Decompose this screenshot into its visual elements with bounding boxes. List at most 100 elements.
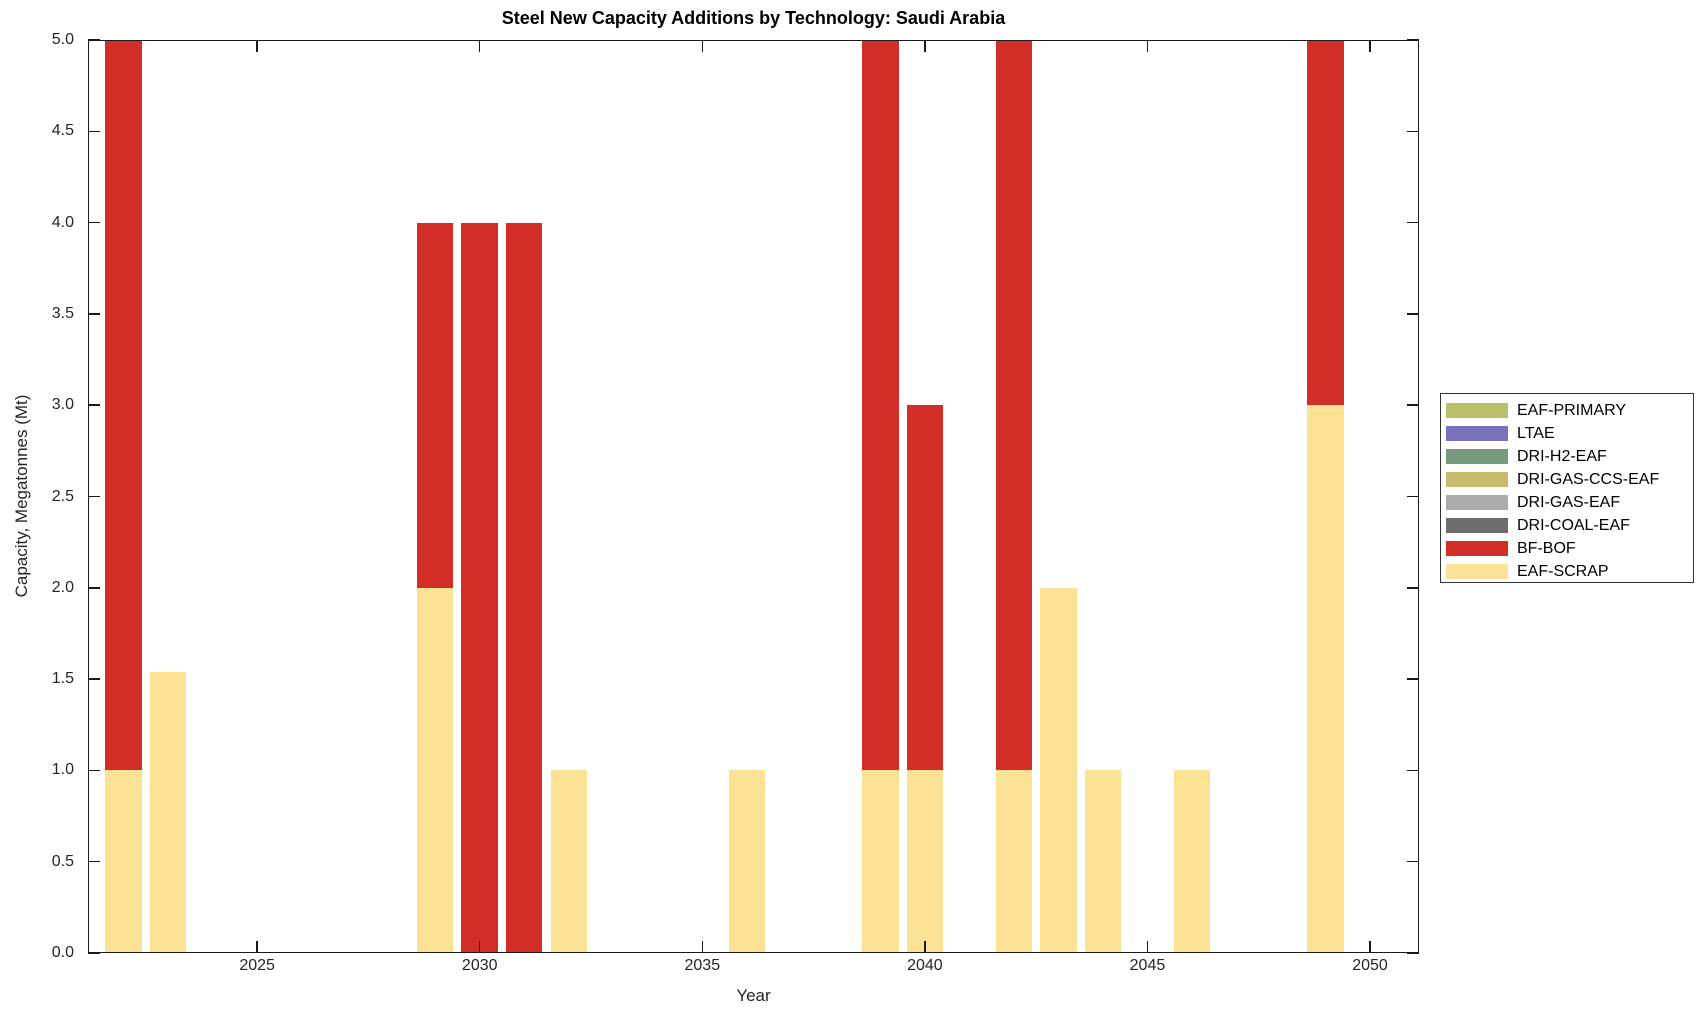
- legend-item-bf-bof: BF-BOF: [1446, 537, 1693, 560]
- legend-item-dri-gas-eaf: DRI-GAS-EAF: [1446, 491, 1693, 514]
- legend-label-bf-bof: BF-BOF: [1517, 539, 1576, 557]
- y-tick-label-4.5: 4.5: [51, 122, 74, 140]
- legend-label-eaf-primary: EAF-PRIMARY: [1517, 401, 1627, 419]
- legend-swatch-dri-gas-eaf: [1446, 495, 1508, 510]
- x-tick-label-2045: 2045: [1129, 957, 1166, 974]
- x-tick-bottom-2030: [478, 941, 481, 953]
- bar-segment-eaf-scrap-2043: [1040, 587, 1077, 953]
- y-tick-label-2.5: 2.5: [51, 487, 74, 505]
- bar-segment-bf-bof-2030: [461, 222, 498, 953]
- x-tick-top-2040: [924, 40, 926, 52]
- y-tick-label-2.0: 2.0: [51, 578, 74, 596]
- bar-segment-eaf-scrap-2040: [906, 770, 944, 953]
- legend-label-eaf-scrap: EAF-SCRAP: [1517, 562, 1609, 580]
- y-tick-left-2.0: [88, 587, 100, 589]
- bar-segment-bf-bof-2029: [416, 222, 454, 588]
- x-tick-bottom-2045: [1146, 941, 1149, 953]
- y-tick-right-1.5: [1407, 678, 1419, 680]
- y-tick-label-1.0: 1.0: [51, 761, 74, 779]
- y-tick-label-4.0: 4.0: [51, 213, 74, 231]
- legend-label-dri-gas-ccs-eaf: DRI-GAS-CCS-EAF: [1517, 470, 1660, 488]
- x-tick-bottom-2025: [256, 941, 258, 953]
- y-tick-right-2.0: [1407, 587, 1419, 589]
- legend-swatch-bf-bof: [1446, 541, 1508, 556]
- y-tick-right-4.5: [1407, 130, 1419, 133]
- x-tick-top-2025: [256, 40, 258, 52]
- y-tick-right-2.5: [1407, 495, 1419, 498]
- bar-segment-eaf-scrap-2042: [995, 770, 1033, 953]
- y-tick-label-1.5: 1.5: [51, 670, 74, 688]
- bar-segment-eaf-scrap-2032: [550, 770, 587, 953]
- legend-label-dri-gas-eaf: DRI-GAS-EAF: [1517, 493, 1621, 511]
- y-tick-label-3.5: 3.5: [51, 304, 74, 322]
- legend-item-dri-h2-eaf: DRI-H2-EAF: [1446, 445, 1693, 468]
- x-tick-label-2050: 2050: [1352, 957, 1388, 974]
- x-tick-label-2030: 2030: [461, 957, 498, 974]
- y-tick-right-5.0: [1407, 39, 1419, 41]
- y-tick-label-0.5: 0.5: [51, 852, 74, 870]
- legend-label-dri-coal-eaf: DRI-COAL-EAF: [1517, 516, 1630, 534]
- y-tick-left-0.0: [88, 952, 100, 954]
- chart-title: Steel New Capacity Additions by Technolo…: [501, 8, 1006, 28]
- y-tick-left-1.5: [88, 678, 100, 680]
- bar-segment-eaf-scrap-2044: [1084, 770, 1122, 953]
- x-tick-top-2030: [478, 40, 481, 52]
- x-tick-top-2050: [1369, 40, 1371, 52]
- bar-segment-eaf-scrap-2039: [862, 770, 899, 953]
- x-axis-label: Year: [736, 986, 771, 1005]
- y-tick-left-1.0: [88, 769, 100, 772]
- legend: EAF-PRIMARY LTAE DRI-H2-EAF DRI-GAS-CCS-EAF…: [1440, 393, 1694, 583]
- x-tick-bottom-2050: [1369, 941, 1371, 953]
- legend-item-eaf-primary: EAF-PRIMARY: [1446, 399, 1693, 422]
- legend-swatch-eaf-scrap: [1446, 564, 1508, 579]
- y-tick-label-5.0: 5.0: [51, 31, 74, 48]
- legend-swatch-dri-h2-eaf: [1446, 449, 1508, 464]
- legend-swatch-ltae: [1446, 426, 1508, 441]
- y-tick-right-0.5: [1407, 860, 1419, 863]
- y-tick-right-4.0: [1407, 221, 1419, 224]
- bar-segment-bf-bof-2049: [1307, 40, 1344, 406]
- y-tick-label-3.0: 3.0: [51, 396, 74, 414]
- x-tick-bottom-2040: [924, 941, 926, 953]
- bar-segment-bf-bof-2042: [995, 40, 1033, 771]
- x-tick-label-2025: 2025: [239, 957, 275, 974]
- bar-segment-bf-bof-2039: [862, 40, 899, 771]
- y-tick-left-0.5: [88, 860, 100, 863]
- bar-segment-eaf-scrap-2022: [105, 770, 142, 953]
- legend-swatch-dri-gas-ccs-eaf: [1446, 472, 1508, 487]
- x-tick-top-2035: [701, 40, 704, 52]
- plot-area: [88, 39, 1419, 954]
- legend-label-ltae: LTAE: [1517, 424, 1555, 442]
- y-tick-left-4.5: [88, 130, 100, 133]
- bar-segment-eaf-scrap-2029: [416, 587, 454, 953]
- bar-segment-bf-bof-2040: [906, 405, 944, 771]
- legend-swatch-eaf-primary: [1446, 403, 1508, 418]
- y-tick-left-2.5: [88, 495, 100, 498]
- legend-item-dri-coal-eaf: DRI-COAL-EAF: [1446, 514, 1693, 537]
- legend-item-ltae: LTAE: [1446, 422, 1693, 445]
- x-tick-bottom-2035: [701, 941, 704, 953]
- x-tick-label-2035: 2035: [684, 957, 721, 974]
- bar-segment-eaf-scrap-2023: [149, 671, 187, 953]
- y-tick-right-3.0: [1407, 404, 1419, 406]
- y-tick-left-5.0: [88, 39, 100, 41]
- bar-segment-bf-bof-2031: [505, 222, 543, 953]
- y-tick-left-3.0: [88, 404, 100, 406]
- x-tick-top-2045: [1146, 40, 1149, 52]
- bar-segment-eaf-scrap-2046: [1173, 770, 1211, 953]
- legend-item-dri-gas-ccs-eaf: DRI-GAS-CCS-EAF: [1446, 468, 1693, 491]
- bar-segment-eaf-scrap-2049: [1307, 405, 1344, 953]
- x-tick-label-2040: 2040: [907, 957, 943, 974]
- legend-label-dri-h2-eaf: DRI-H2-EAF: [1517, 447, 1607, 465]
- y-tick-left-3.5: [88, 313, 100, 315]
- y-tick-label-0.0: 0.0: [51, 944, 74, 961]
- y-tick-right-3.5: [1407, 313, 1419, 315]
- bar-segment-eaf-scrap-2036: [728, 770, 766, 953]
- y-tick-left-4.0: [88, 221, 100, 224]
- bar-segment-bf-bof-2022: [105, 40, 142, 771]
- legend-item-eaf-scrap: EAF-SCRAP: [1446, 560, 1693, 583]
- y-tick-right-1.0: [1407, 769, 1419, 772]
- y-tick-right-0.0: [1407, 952, 1419, 954]
- legend-swatch-dri-coal-eaf: [1446, 518, 1508, 533]
